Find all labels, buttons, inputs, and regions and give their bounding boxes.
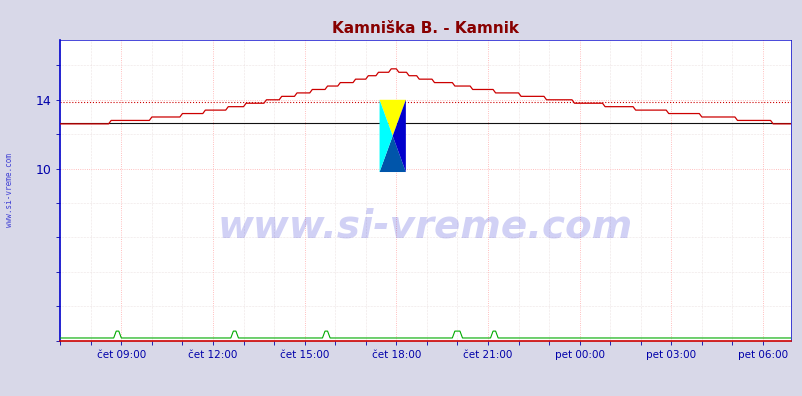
Polygon shape <box>379 100 405 136</box>
Polygon shape <box>392 100 405 172</box>
Text: www.si-vreme.com: www.si-vreme.com <box>217 207 633 245</box>
Polygon shape <box>379 100 392 172</box>
Text: www.si-vreme.com: www.si-vreme.com <box>5 153 14 227</box>
Title: Kamniška B. - Kamnik: Kamniška B. - Kamnik <box>332 21 518 36</box>
Polygon shape <box>379 136 405 172</box>
